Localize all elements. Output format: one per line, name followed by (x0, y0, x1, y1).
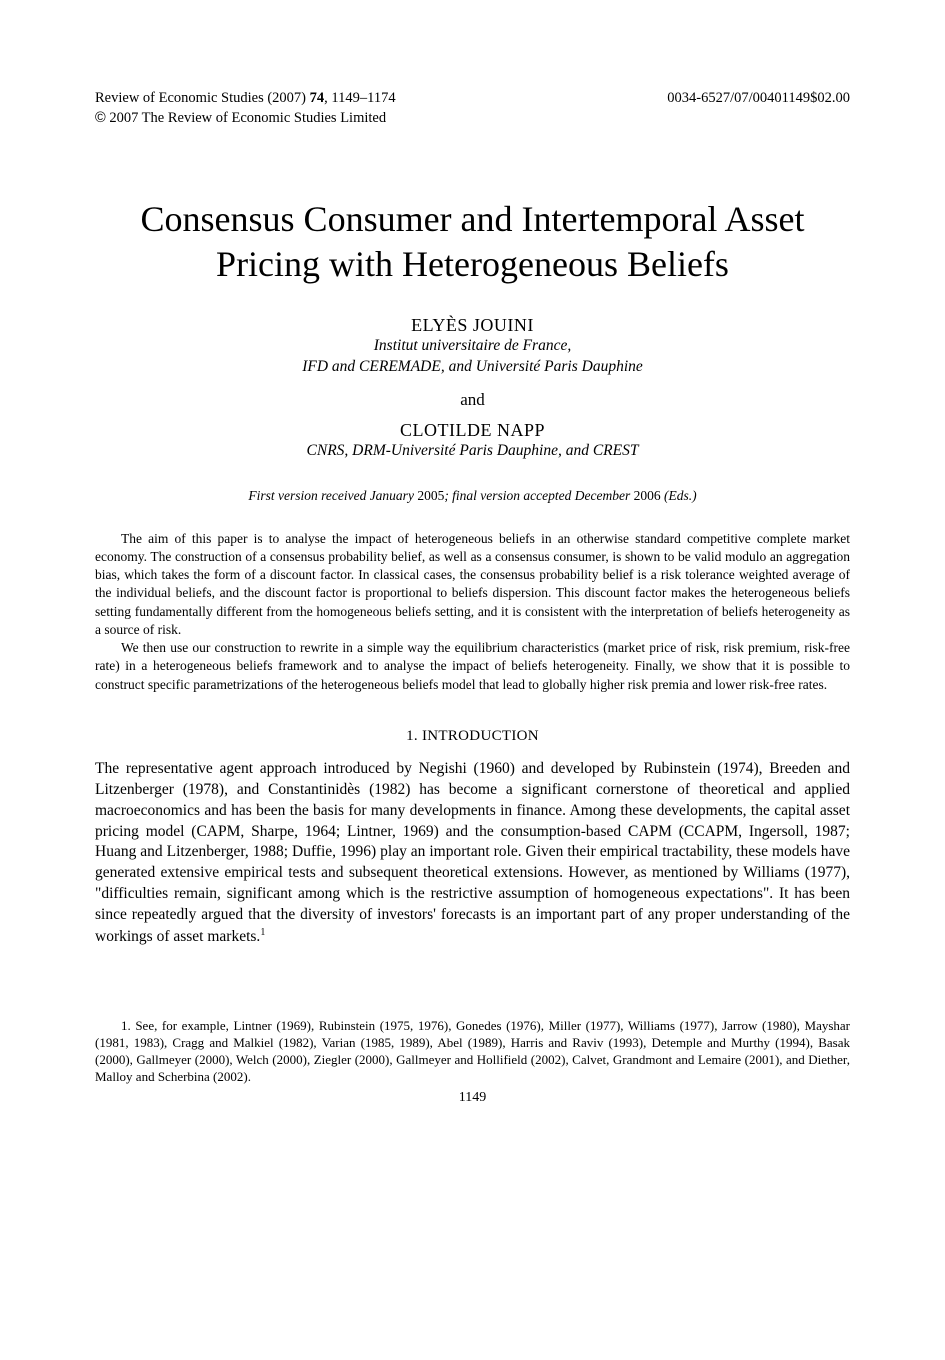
body-p1-text: The representative agent approach introd… (95, 760, 850, 946)
author-name-1: ELYÈS JOUINI (95, 315, 850, 336)
version-suffix: (Eds.) (661, 488, 697, 503)
copyright-symbol: © (95, 110, 106, 126)
body-paragraph-1: The representative agent approach introd… (95, 759, 850, 948)
page-number: 1149 (95, 1090, 850, 1106)
version-prefix: First version received January (248, 488, 417, 503)
copyright-text: 2007 The Review of Economic Studies Limi… (106, 110, 386, 126)
journal-pages: , 1149–1174 (324, 90, 395, 106)
journal-issn: 0034-6527/07/00401149$02.00 (667, 90, 850, 107)
journal-header: Review of Economic Studies (2007) 74, 11… (95, 90, 850, 107)
journal-citation: Review of Economic Studies (2007) 74, 11… (95, 90, 396, 107)
section-heading-introduction: 1. INTRODUCTION (95, 728, 850, 745)
author-connector: and (95, 390, 850, 410)
author-affiliation-1b: IFD and CEREMADE, and Université Paris D… (95, 357, 850, 378)
journal-name: Review of Economic Studies (2007) (95, 90, 310, 106)
author-name-2: CLOTILDE NAPP (95, 420, 850, 441)
journal-volume: 74 (310, 90, 325, 106)
author-block-2: CLOTILDE NAPP CNRS, DRM-Université Paris… (95, 420, 850, 462)
author-affiliation-2a: CNRS, DRM-Université Paris Dauphine, and… (95, 441, 850, 462)
copyright-line: © 2007 The Review of Economic Studies Li… (95, 110, 850, 127)
abstract: The aim of this paper is to analyse the … (95, 530, 850, 694)
version-year-2: 2006 (634, 488, 661, 503)
abstract-paragraph-1: The aim of this paper is to analyse the … (95, 530, 850, 639)
version-year-1: 2005 (417, 488, 444, 503)
abstract-paragraph-2: We then use our construction to rewrite … (95, 639, 850, 694)
paper-title: Consensus Consumer and Intertemporal Ass… (95, 197, 850, 287)
body-text: The representative agent approach introd… (95, 759, 850, 948)
version-mid: ; final version accepted December (444, 488, 633, 503)
version-info: First version received January 2005; fin… (95, 488, 850, 504)
footnote-marker-1: 1 (260, 927, 265, 938)
footnote-1: 1. See, for example, Lintner (1969), Rub… (95, 1018, 850, 1086)
author-affiliation-1a: Institut universitaire de France, (95, 336, 850, 357)
author-block-1: ELYÈS JOUINI Institut universitaire de F… (95, 315, 850, 378)
